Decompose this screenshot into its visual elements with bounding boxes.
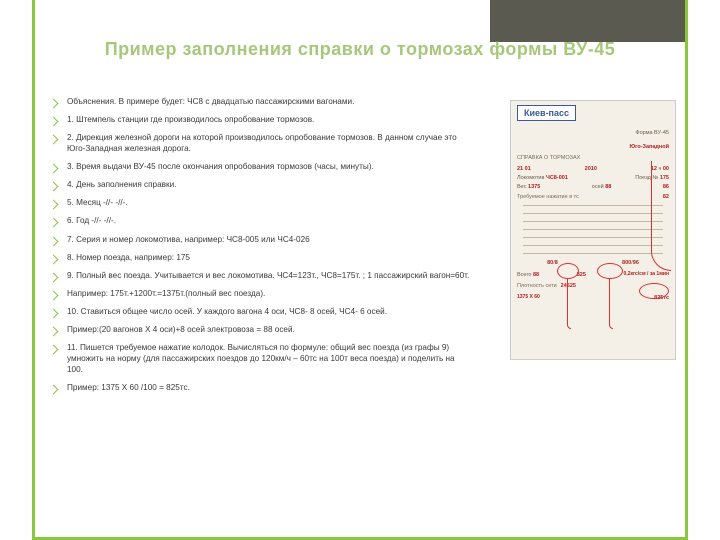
header-corner-block	[490, 0, 685, 42]
v96: 96	[633, 260, 639, 266]
bullet-item: 11. Пишется требуемое нажатие колодок. В…	[50, 342, 470, 375]
bullet-item: 6. Год -//- -//-.	[50, 215, 470, 226]
bullet-text: 1. Штемпель станции где производилось оп…	[67, 114, 314, 125]
v80-1: 80	[547, 260, 553, 266]
bullet-text: Например: 175т.+1200т.=1375т.(полный вес…	[67, 288, 265, 299]
axles-val: 88	[605, 184, 611, 190]
bullet-text: 5. Месяц -//- -//-.	[67, 197, 128, 208]
red-circle-1	[557, 263, 579, 279]
station-stamp: Киев-пасс	[517, 105, 576, 121]
red-circle-3	[639, 283, 669, 299]
bullet-marker-icon	[49, 236, 59, 246]
weight-val: 1375	[528, 184, 540, 190]
bullet-text: 11. Пишется требуемое нажатие колодок. В…	[67, 342, 470, 375]
bullet-marker-icon	[49, 326, 59, 336]
bullet-text: Объяснения. В примере будет: ЧС8 с двадц…	[67, 96, 354, 107]
bullet-marker-icon	[49, 200, 59, 210]
v80-2: 8	[555, 260, 558, 266]
req-label: Требуемое нажатие в тс	[517, 193, 579, 201]
bullet-item: Объяснения. В примере будет: ЧС8 с двадц…	[50, 96, 470, 107]
bullet-item: 3. Время выдачи ВУ-45 после окончания оп…	[50, 161, 470, 172]
bullet-text: 8. Номер поезда, например: 175	[67, 252, 190, 263]
bullet-marker-icon	[49, 344, 59, 354]
road-val: Юго-Западной	[629, 144, 669, 150]
bullet-item: 10. Ставиться общее число осей. У каждог…	[50, 306, 470, 317]
slide-title: Пример заполнения справки о тормозах фор…	[60, 38, 660, 61]
certificate-label: СПРАВКА О ТОРМОЗАХ	[517, 155, 580, 161]
note-val: 0,2кгс/см / за 1мин	[624, 271, 669, 279]
bullet-text: Пример: 1375 Х 60 /100 = 825тс.	[67, 382, 190, 393]
bullet-marker-icon	[49, 290, 59, 300]
bullet-item: 1. Штемпель станции где производилось оп…	[50, 114, 470, 125]
bullet-item: 9. Полный вес поезда. Учитывается и вес …	[50, 270, 470, 281]
bullet-text: 4. День заполнения справки.	[67, 179, 176, 190]
bullet-marker-icon	[49, 308, 59, 318]
bullet-marker-icon	[49, 117, 59, 127]
bullet-marker-icon	[49, 385, 59, 395]
bullet-marker-icon	[49, 99, 59, 109]
bullet-marker-icon	[49, 135, 59, 145]
bullet-text: 3. Время выдачи ВУ-45 после окончания оп…	[67, 161, 374, 172]
bullet-marker-icon	[49, 254, 59, 264]
bullet-item: Например: 175т.+1200т.=1375т.(полный вес…	[50, 288, 470, 299]
bullet-text: 6. Год -//- -//-.	[67, 215, 116, 226]
bullet-marker-icon	[49, 164, 59, 174]
bullet-item: 7. Серия и номер локомотива, например: Ч…	[50, 234, 470, 245]
bullet-list: Объяснения. В примере будет: ЧС8 с двадц…	[50, 96, 470, 400]
red-arrow-2	[567, 279, 571, 329]
bullet-marker-icon	[49, 218, 59, 228]
form-id: Форма ВУ-45	[517, 129, 669, 137]
year-val: 2010	[585, 165, 597, 173]
bullet-item: Пример:(20 вагонов Х 4 оси)+8 осей элект…	[50, 324, 470, 335]
red-circle-2	[597, 263, 623, 279]
bullet-text: 7. Серия и номер локомотива, например: Ч…	[67, 234, 310, 245]
bullet-text: 10. Ставиться общее число осей. У каждог…	[67, 306, 387, 317]
formula-l: 1375 X 60	[517, 294, 540, 302]
bullet-item: 4. День заполнения справки.	[50, 179, 470, 190]
bullet-text: 9. Полный вес поезда. Учитывается и вес …	[67, 270, 469, 281]
bullet-text: 2. Дирекция железной дороги на которой п…	[67, 132, 470, 154]
bullet-item: 5. Месяц -//- -//-.	[50, 197, 470, 208]
v800: 800	[622, 260, 631, 266]
red-arrow-1	[651, 161, 671, 271]
bullet-item: Пример: 1375 Х 60 /100 = 825тс.	[50, 382, 470, 393]
bullet-item: 2. Дирекция железной дороги на которой п…	[50, 132, 470, 154]
day-val: 21	[517, 166, 523, 172]
vu45-form-mockup: Киев-пасс Форма ВУ-45 Юго-Западной СПРАВ…	[510, 100, 676, 360]
bullet-marker-icon	[49, 272, 59, 282]
bullet-text: Пример:(20 вагонов Х 4 оси)+8 осей элект…	[67, 324, 295, 335]
month-val: 01	[525, 166, 531, 172]
bullet-marker-icon	[49, 182, 59, 192]
axles2: 88	[533, 272, 539, 278]
red-arrow-3	[609, 279, 613, 329]
density-label: Плотность сети	[517, 282, 557, 290]
form-body: Форма ВУ-45 Юго-Западной СПРАВКА О ТОРМО…	[517, 129, 669, 303]
loco-val: ЧС8-001	[546, 175, 568, 181]
bullet-item: 8. Номер поезда, например: 175	[50, 252, 470, 263]
